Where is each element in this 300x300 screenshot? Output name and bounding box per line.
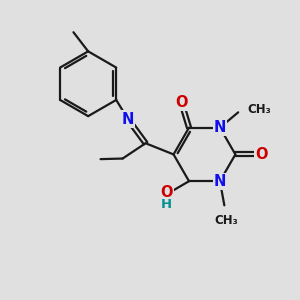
Text: CH₃: CH₃ [214,214,238,226]
Text: CH₃: CH₃ [248,103,272,116]
Text: N: N [122,112,134,127]
Text: O: O [255,147,267,162]
Text: N: N [214,120,226,135]
Text: H: H [161,198,172,211]
Text: N: N [214,174,226,189]
Text: O: O [160,184,172,200]
Text: O: O [176,94,188,110]
